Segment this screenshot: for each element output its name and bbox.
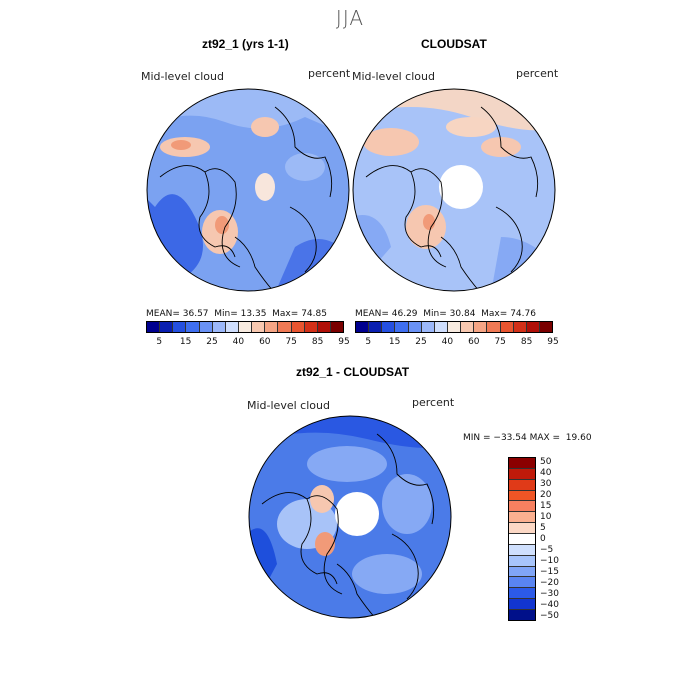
- colorbar-tick-label: −40: [540, 599, 559, 610]
- colorbar-swatch: [369, 322, 383, 332]
- colorbar-tick-label: 25: [206, 337, 218, 347]
- colorbar-swatch: [421, 322, 435, 332]
- panel3-units-label: percent: [412, 396, 455, 409]
- colorbar-swatch: [509, 534, 535, 545]
- panel1-polar-map: [146, 88, 350, 292]
- colorbar-swatch: [461, 322, 475, 332]
- colorbar-swatch: [265, 322, 279, 332]
- colorbar-tick-label: 60: [468, 337, 480, 347]
- colorbar-tick-label: −30: [540, 588, 559, 599]
- colorbar-tick-label: −5: [540, 544, 554, 555]
- colorbar-swatch: [509, 468, 535, 480]
- colorbar-swatch: [500, 322, 514, 332]
- colorbar-swatch: [509, 577, 535, 589]
- colorbar-swatch: [278, 322, 292, 332]
- colorbar-tick-label: 50: [540, 457, 552, 468]
- colorbar-tick-label: 20: [540, 490, 552, 501]
- panel3-colorbar-ticks: 50 40 30 20 15 10 5 0 −5 −10 −15 −20 −30 −40 −50: [540, 457, 580, 621]
- panel3-colorbar: [508, 457, 536, 621]
- colorbar-swatch: [252, 322, 266, 332]
- colorbar-tick-label: 40: [540, 468, 552, 479]
- colorbar-swatch: [447, 322, 462, 332]
- colorbar-swatch: [212, 322, 226, 332]
- colorbar-swatch: [526, 322, 540, 332]
- panel1-title: zt92_1 (yrs 1-1): [202, 37, 289, 51]
- colorbar-tick-label: −50: [540, 610, 559, 621]
- colorbar-tick-label: 30: [540, 479, 552, 490]
- colorbar-swatch: [474, 322, 488, 332]
- colorbar-swatch: [382, 322, 396, 332]
- colorbar-tick-label: −15: [540, 566, 559, 577]
- colorbar-swatch: [509, 588, 535, 600]
- colorbar-tick-label: 15: [388, 337, 401, 347]
- panel1-colorbar-ticks: 5 15 25 40 60 75 85 95: [146, 337, 349, 349]
- colorbar-tick-label: 15: [540, 501, 552, 512]
- colorbar-tick-label: 85: [520, 337, 533, 347]
- colorbar-tick-label: 60: [259, 337, 271, 347]
- colorbar-swatch: [317, 322, 331, 332]
- colorbar-swatch: [513, 322, 527, 332]
- panel1-units-label: percent: [308, 67, 351, 80]
- colorbar-tick-label: 5: [156, 337, 163, 347]
- colorbar-swatch: [147, 322, 161, 332]
- colorbar-tick-label: −20: [540, 577, 559, 588]
- panel2-stats: MEAN= 46.29 Min= 30.84 Max= 74.76: [355, 309, 536, 319]
- colorbar-swatch: [291, 322, 305, 332]
- colorbar-tick-label: 75: [494, 337, 506, 347]
- colorbar-swatch: [509, 490, 535, 502]
- colorbar-swatch: [434, 322, 448, 332]
- colorbar-swatch: [487, 322, 501, 332]
- colorbar-swatch: [509, 610, 535, 620]
- colorbar-tick-label: 95: [338, 337, 350, 347]
- panel3-minmax: MIN = −33.54 MAX = 19.60: [463, 433, 592, 443]
- colorbar-tick-label: 85: [311, 337, 324, 347]
- colorbar-swatch: [509, 479, 535, 491]
- colorbar-swatch: [304, 322, 318, 332]
- panel2-colorbar-ticks: 5 15 25 40 60 75 85 95: [355, 337, 558, 349]
- colorbar-tick-label: −10: [540, 555, 559, 566]
- colorbar-swatch: [539, 322, 553, 332]
- colorbar-swatch: [509, 544, 535, 556]
- colorbar-swatch: [173, 322, 187, 332]
- panel1-field-label: Mid-level cloud: [141, 70, 224, 83]
- colorbar-swatch: [160, 322, 174, 332]
- panel2-colorbar: [355, 321, 553, 333]
- colorbar-swatch: [356, 322, 370, 332]
- panel2-title: CLOUDSAT: [421, 37, 487, 51]
- colorbar-swatch: [395, 322, 409, 332]
- colorbar-swatch: [238, 322, 253, 332]
- colorbar-swatch: [509, 458, 535, 469]
- colorbar-tick-label: 15: [179, 337, 192, 347]
- panel3-field-label: Mid-level cloud: [247, 399, 330, 412]
- colorbar-swatch: [509, 512, 535, 524]
- panel1-stats: MEAN= 36.57 Min= 13.35 Max= 74.85: [146, 309, 327, 319]
- colorbar-tick-label: 75: [285, 337, 297, 347]
- colorbar-swatch: [408, 322, 422, 332]
- panel3-polar-map: [248, 415, 452, 619]
- panel2-field-label: Mid-level cloud: [352, 70, 435, 83]
- colorbar-tick-label: 40: [232, 337, 245, 347]
- colorbar-swatch: [509, 501, 535, 513]
- colorbar-tick-label: 5: [365, 337, 372, 347]
- colorbar-swatch: [225, 322, 239, 332]
- colorbar-swatch: [186, 322, 200, 332]
- colorbar-swatch: [199, 322, 213, 332]
- colorbar-tick-label: 10: [540, 512, 552, 523]
- colorbar-tick-label: 40: [441, 337, 454, 347]
- colorbar-swatch: [509, 599, 535, 611]
- panel1-colorbar: [146, 321, 344, 333]
- colorbar-swatch: [509, 566, 535, 578]
- colorbar-tick-label: 0: [540, 534, 546, 544]
- season-title: JJA: [335, 6, 365, 30]
- colorbar-tick-label: 5: [540, 523, 546, 534]
- panel3-title: zt92_1 - CLOUDSAT: [296, 365, 410, 379]
- panel2-polar-map: [352, 88, 556, 292]
- colorbar-swatch: [509, 523, 535, 535]
- colorbar-tick-label: 95: [547, 337, 559, 347]
- colorbar-tick-label: 25: [415, 337, 427, 347]
- colorbar-swatch: [509, 555, 535, 567]
- colorbar-swatch: [330, 322, 344, 332]
- panel2-units-label: percent: [516, 67, 559, 80]
